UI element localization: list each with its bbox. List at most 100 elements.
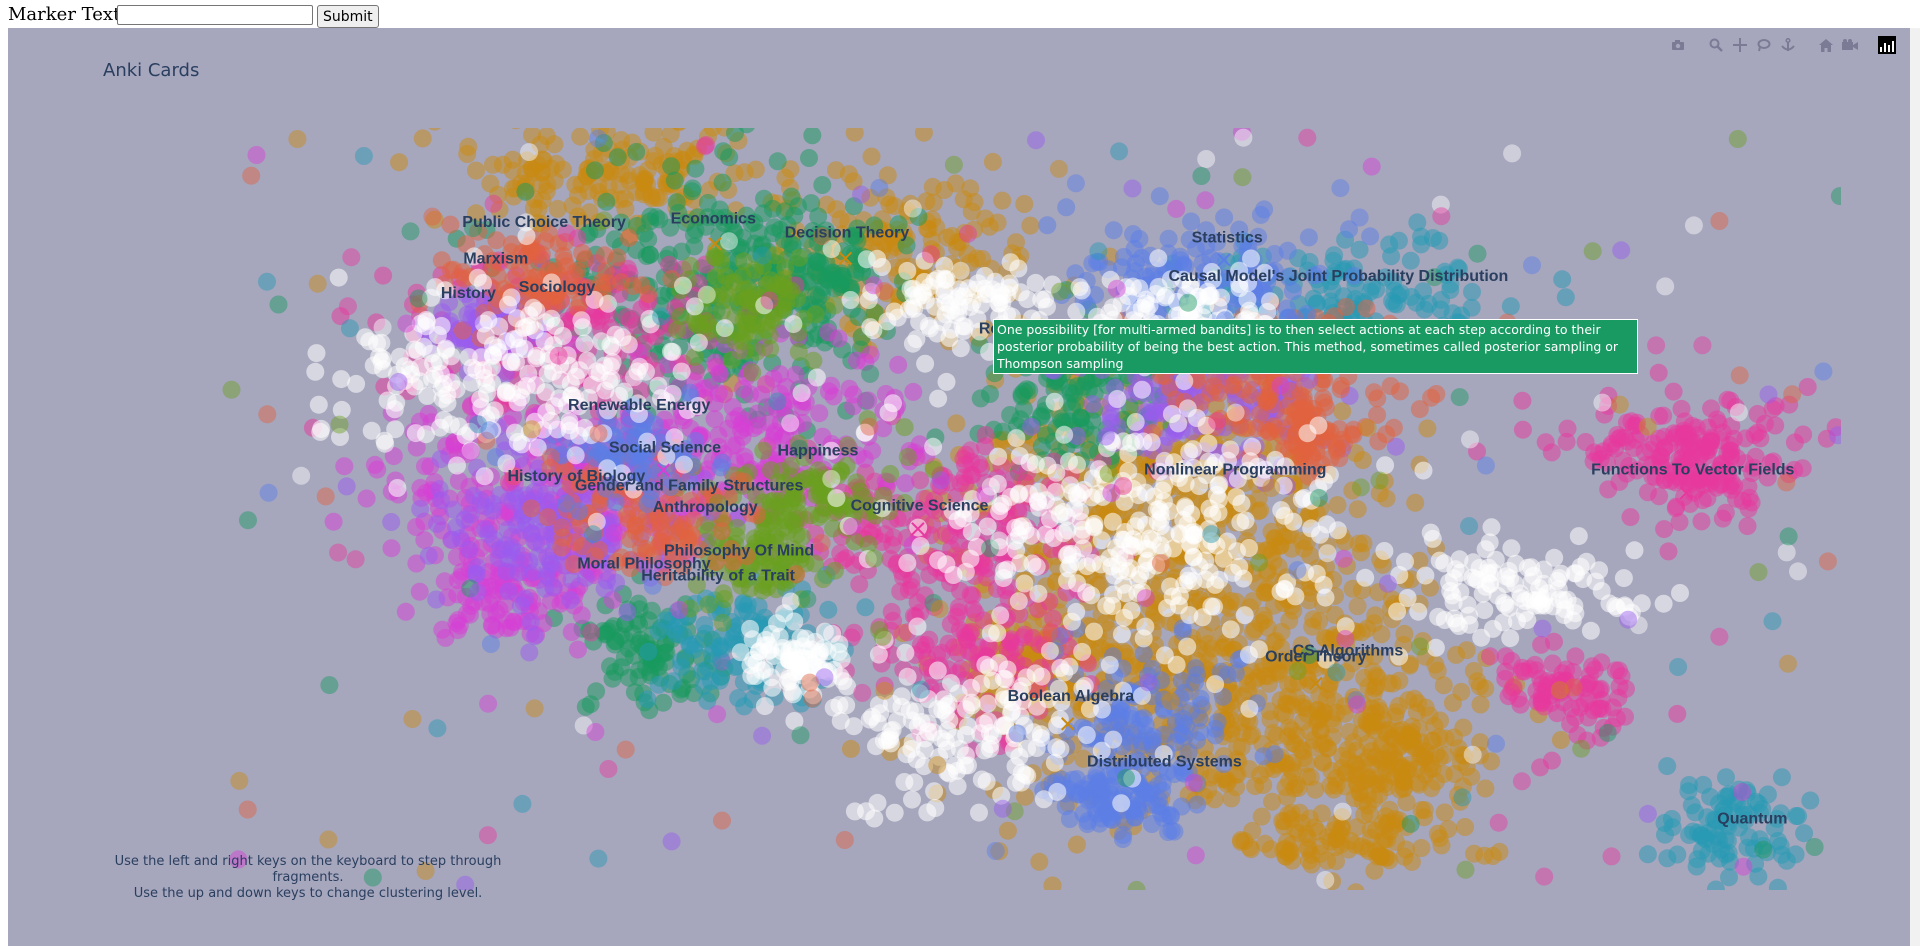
- scatter-point[interactable]: [612, 213, 631, 232]
- scatter-point[interactable]: [1551, 731, 1570, 749]
- scatter-point[interactable]: [1641, 440, 1660, 459]
- scatter-point[interactable]: [481, 174, 500, 193]
- scatter-point[interactable]: [1380, 235, 1399, 254]
- scatter-point[interactable]: [765, 422, 784, 441]
- scatter-point[interactable]: [706, 353, 725, 372]
- scatter-point[interactable]: [1476, 779, 1495, 798]
- scatter-point[interactable]: [993, 191, 1012, 210]
- scatter-point[interactable]: [520, 643, 539, 662]
- scatter-point[interactable]: [1621, 508, 1640, 527]
- scatter-point[interactable]: [1655, 814, 1674, 832]
- scatter-point[interactable]: [428, 515, 447, 534]
- scatter-point[interactable]: [324, 512, 343, 531]
- scatter-point[interactable]: [1381, 765, 1399, 784]
- scatter-plot[interactable]: Public Choice TheoryMarxismSociologyHist…: [8, 28, 1910, 946]
- scatter-point[interactable]: [1513, 420, 1532, 439]
- scatter-point[interactable]: [368, 460, 387, 479]
- scatter-point[interactable]: [523, 126, 541, 144]
- scatter-point[interactable]: [467, 161, 485, 180]
- scatter-point[interactable]: [699, 595, 718, 614]
- scatter-point[interactable]: [1432, 836, 1451, 855]
- scatter-point[interactable]: [667, 193, 686, 212]
- scatter-point[interactable]: [1370, 484, 1389, 503]
- scatter-point[interactable]: [668, 320, 687, 339]
- scatter-point[interactable]: [1638, 483, 1657, 502]
- scatter-point[interactable]: [1327, 703, 1346, 722]
- scatter-point[interactable]: [686, 159, 705, 178]
- scatter-point[interactable]: [1227, 592, 1245, 611]
- scatter-point[interactable]: [1312, 735, 1331, 754]
- scatter-point[interactable]: [599, 177, 618, 196]
- scatter-point[interactable]: [1251, 766, 1270, 785]
- scatter-point[interactable]: [665, 171, 684, 190]
- scatter-point[interactable]: [856, 598, 875, 617]
- scatter-point[interactable]: [976, 209, 995, 228]
- scatter-point[interactable]: [998, 821, 1017, 840]
- scatter-point[interactable]: [898, 448, 917, 466]
- scatter-point[interactable]: [755, 189, 773, 208]
- submit-button[interactable]: Submit: [317, 5, 379, 28]
- scatter-point[interactable]: [1553, 270, 1572, 289]
- scatter-point[interactable]: [803, 126, 822, 145]
- scatter-point[interactable]: [819, 382, 838, 401]
- scatter-point[interactable]: [1323, 872, 1342, 890]
- scatter-point[interactable]: [608, 148, 627, 167]
- scatter-point[interactable]: [1346, 835, 1365, 854]
- scatter-point[interactable]: [1366, 606, 1385, 625]
- scatter-point[interactable]: [841, 739, 860, 758]
- scatter-point[interactable]: [1706, 880, 1725, 899]
- scatter-point[interactable]: [635, 110, 653, 129]
- scatter-point[interactable]: [511, 596, 530, 615]
- scatter-point[interactable]: [983, 152, 1002, 171]
- scatter-point[interactable]: [643, 189, 661, 208]
- scatter-point[interactable]: [335, 457, 354, 476]
- scatter-point[interactable]: [1513, 391, 1532, 410]
- scatter-point[interactable]: [1302, 651, 1321, 670]
- scatter-point[interactable]: [1617, 679, 1635, 698]
- scatter-point[interactable]: [1672, 399, 1691, 418]
- scatter-point[interactable]: [1400, 735, 1419, 754]
- scatter-point[interactable]: [914, 124, 933, 142]
- scatter-point[interactable]: [1061, 383, 1080, 402]
- scatter-point[interactable]: [644, 124, 663, 142]
- scatter-point[interactable]: [965, 193, 984, 211]
- scatter-point[interactable]: [1680, 776, 1698, 794]
- scatter-point[interactable]: [1745, 426, 1764, 445]
- scatter-point[interactable]: [468, 558, 486, 577]
- scatter-point[interactable]: [507, 111, 525, 130]
- scatter-point[interactable]: [612, 164, 631, 183]
- scatter-point[interactable]: [1347, 883, 1365, 901]
- scatter-point[interactable]: [705, 247, 724, 266]
- scatter-point[interactable]: [635, 224, 654, 243]
- scatter-point[interactable]: [441, 215, 460, 234]
- scatter-point[interactable]: [1738, 517, 1757, 536]
- scatter-point[interactable]: [1355, 805, 1374, 824]
- scatter-point[interactable]: [639, 642, 658, 661]
- scatter-point[interactable]: [649, 675, 668, 694]
- scatter-point[interactable]: [1280, 611, 1299, 630]
- scatter-point[interactable]: [1099, 620, 1118, 639]
- scatter-point[interactable]: [1293, 742, 1312, 761]
- scatter-point[interactable]: [1252, 807, 1271, 826]
- scatter-point[interactable]: [1348, 500, 1367, 519]
- scatter-point[interactable]: [1716, 503, 1735, 522]
- scatter-point[interactable]: [1531, 758, 1550, 777]
- scatter-point[interactable]: [425, 210, 444, 229]
- scatter-point[interactable]: [825, 296, 844, 315]
- scatter-point[interactable]: [683, 179, 702, 198]
- scatter-point[interactable]: [1365, 647, 1384, 666]
- scatter-point[interactable]: [1394, 779, 1413, 798]
- scatter-point[interactable]: [1372, 625, 1391, 644]
- scatter-point[interactable]: [754, 441, 773, 460]
- scatter-point[interactable]: [572, 606, 591, 625]
- scatter-point[interactable]: [771, 365, 789, 384]
- scatter-point[interactable]: [1412, 235, 1431, 254]
- scatter-point[interactable]: [776, 258, 795, 277]
- scatter-point[interactable]: [1409, 719, 1428, 738]
- scatter-point[interactable]: [904, 382, 923, 401]
- scatter-point[interactable]: [735, 163, 754, 182]
- scatter-point[interactable]: [1708, 410, 1726, 429]
- scatter-point[interactable]: [1654, 406, 1673, 425]
- scatter-point[interactable]: [524, 199, 543, 218]
- scatter-point[interactable]: [688, 208, 707, 227]
